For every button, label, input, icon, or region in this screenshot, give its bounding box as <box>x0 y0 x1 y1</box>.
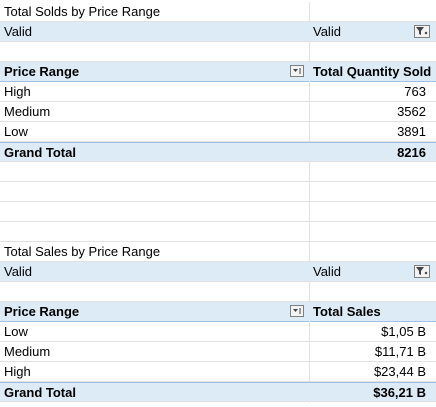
pivot-data-row: Low 3891 <box>0 122 436 142</box>
empty-cell[interactable] <box>310 2 436 22</box>
pivot-header-row: Price Range Total Sales <box>0 302 436 322</box>
pivot-data-row: Medium $11,71 B <box>0 342 436 362</box>
sheet-row <box>0 162 436 182</box>
empty-cell[interactable] <box>310 42 436 62</box>
row-value[interactable]: 3891 <box>397 124 426 139</box>
filter-field-value[interactable]: Valid <box>313 24 341 39</box>
sort-dropdown-icon[interactable] <box>290 65 304 77</box>
sheet-row <box>0 202 436 222</box>
pivot-data-row: Medium 3562 <box>0 102 436 122</box>
grand-total-label[interactable]: Grand Total <box>0 143 310 163</box>
pivot-header-row: Price Range Total Quantity Sold <box>0 62 436 82</box>
row-header-price-range[interactable]: Price Range <box>0 302 310 322</box>
row-value[interactable]: $11,71 B <box>374 344 426 359</box>
row-label[interactable]: Medium <box>0 102 310 122</box>
grand-total-value[interactable]: $36,21 B <box>373 385 426 400</box>
row-label[interactable]: High <box>0 82 310 102</box>
filter-field-value[interactable]: Valid <box>313 264 341 279</box>
pivot-title[interactable]: Total Solds by Price Range <box>0 2 310 22</box>
grand-total-value[interactable]: 8216 <box>397 145 426 160</box>
sheet-row <box>0 282 436 302</box>
empty-cell[interactable] <box>0 222 310 242</box>
sheet-row <box>0 42 436 62</box>
pivot-total-row: Grand Total 8216 <box>0 142 436 163</box>
row-label[interactable]: Medium <box>0 342 310 362</box>
row-value[interactable]: $23,44 B <box>373 364 426 379</box>
value-header[interactable]: Total Quantity Sold <box>313 64 432 79</box>
row-value[interactable]: 3562 <box>397 104 426 119</box>
filter-funnel-icon[interactable] <box>414 265 430 278</box>
pivot-filter-row: Valid Valid <box>0 262 436 282</box>
empty-cell[interactable] <box>0 202 310 222</box>
value-header[interactable]: Total Sales <box>313 304 381 319</box>
empty-cell[interactable] <box>0 282 310 302</box>
empty-cell[interactable] <box>310 222 436 242</box>
pivot-title[interactable]: Total Sales by Price Range <box>0 242 310 262</box>
filter-field-label[interactable]: Valid <box>0 262 310 282</box>
empty-cell[interactable] <box>0 162 310 182</box>
sheet-row <box>0 182 436 202</box>
empty-cell[interactable] <box>310 182 436 202</box>
row-label[interactable]: Low <box>0 122 310 142</box>
pivot-total-row: Grand Total $36,21 B <box>0 382 436 403</box>
pivot-data-row: High 763 <box>0 82 436 102</box>
sheet-row: Total Solds by Price Range <box>0 2 436 22</box>
empty-cell[interactable] <box>310 242 436 262</box>
row-label[interactable]: Low <box>0 322 310 342</box>
pivot-filter-row: Valid Valid <box>0 22 436 42</box>
empty-cell[interactable] <box>310 202 436 222</box>
grand-total-label[interactable]: Grand Total <box>0 383 310 403</box>
row-label[interactable]: High <box>0 362 310 382</box>
row-value[interactable]: $1,05 B <box>381 324 426 339</box>
sheet-row: Total Sales by Price Range <box>0 242 436 262</box>
empty-cell[interactable] <box>310 162 436 182</box>
empty-cell[interactable] <box>310 282 436 302</box>
filter-funnel-icon[interactable] <box>414 25 430 38</box>
row-header-price-range[interactable]: Price Range <box>0 62 310 82</box>
empty-cell[interactable] <box>0 42 310 62</box>
empty-cell[interactable] <box>0 182 310 202</box>
pivot-data-row: High $23,44 B <box>0 362 436 382</box>
filter-field-label[interactable]: Valid <box>0 22 310 42</box>
sort-dropdown-icon[interactable] <box>290 305 304 317</box>
pivot-data-row: Low $1,05 B <box>0 322 436 342</box>
sheet-row <box>0 222 436 242</box>
row-value[interactable]: 763 <box>404 84 426 99</box>
